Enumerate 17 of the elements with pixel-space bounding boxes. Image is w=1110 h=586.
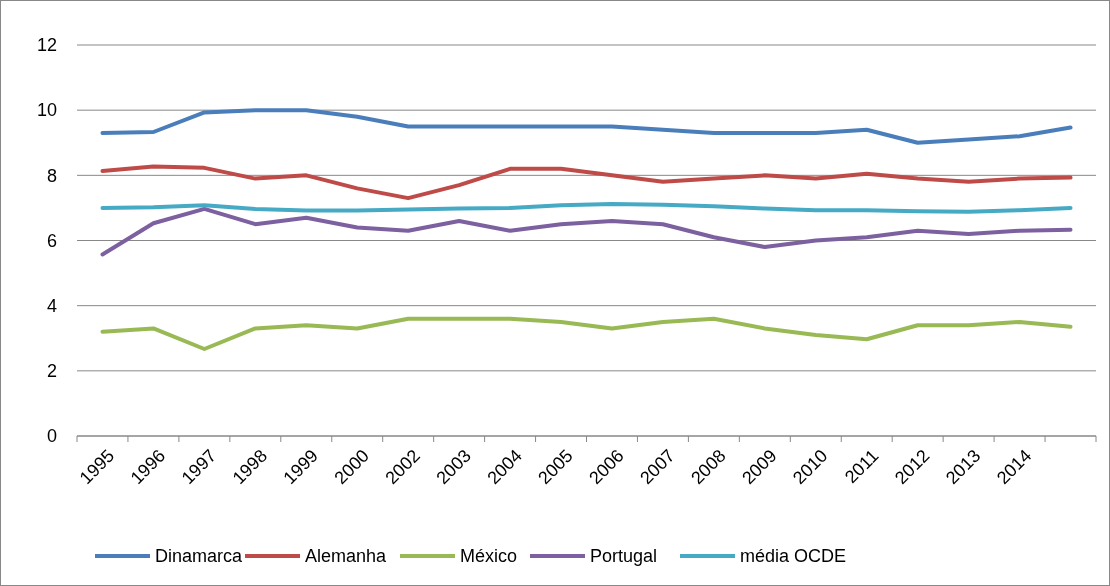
y-tick-label: 12 — [36, 35, 57, 56]
legend-label: México — [460, 546, 518, 567]
line-series — [100, 202, 1073, 214]
line-series — [100, 206, 1073, 257]
y-tick-label: 0 — [46, 426, 57, 447]
legend-label: Dinamarca — [155, 546, 244, 567]
y-tick-label: 4 — [46, 295, 57, 316]
legend-label: Portugal — [590, 546, 658, 567]
line-series — [100, 164, 1073, 201]
y-tick-label: 6 — [46, 230, 57, 251]
y-tick-label: 10 — [36, 100, 57, 121]
line-series — [100, 108, 1073, 145]
y-tick-label: 8 — [46, 165, 57, 186]
y-tick-label: 2 — [46, 361, 57, 382]
line-series — [100, 316, 1073, 351]
legend-label: Alemanha — [305, 546, 388, 567]
legend-label: média OCDE — [740, 546, 847, 567]
